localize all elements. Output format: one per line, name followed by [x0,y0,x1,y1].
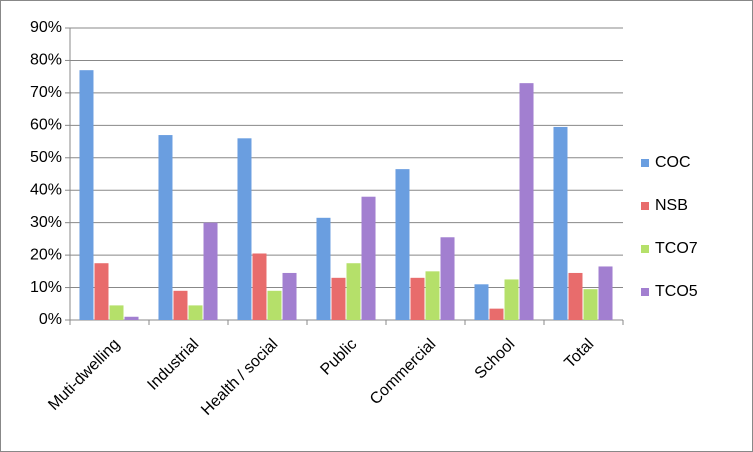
bar [79,70,94,320]
bar [237,138,252,320]
bar [553,126,568,320]
y-tick-label: 80% [30,52,62,69]
bar [331,277,346,320]
y-tick-label: 40% [30,181,62,198]
bar [474,284,489,320]
legend-swatch [641,288,649,296]
bar [410,277,425,320]
legend-swatch [641,202,649,210]
bar [203,222,218,320]
y-tick-label: 10% [30,279,62,296]
bar [361,196,376,320]
legend-swatch [641,159,649,167]
legend-label: NSB [655,197,688,214]
bar [489,308,504,320]
legend-swatch [641,245,649,253]
bar [519,83,534,321]
bar [440,237,455,320]
bar [598,266,613,320]
bar [346,263,361,320]
legend-label: TCO5 [655,283,698,300]
bar [583,289,598,320]
y-tick-label: 0% [39,311,62,328]
bar [504,279,519,320]
bar [282,272,297,320]
bar [124,316,139,320]
y-tick-label: 70% [30,84,62,101]
bar [94,263,109,320]
bar [188,305,203,320]
bar [267,290,282,320]
bar [568,272,583,320]
bar [158,135,173,320]
legend-label: COC [655,154,691,171]
y-tick-label: 20% [30,246,62,263]
y-tick-label: 60% [30,117,62,134]
bar [173,290,188,320]
legend-label: TCO7 [655,240,698,257]
bar [316,217,331,320]
y-tick-label: 90% [30,19,62,36]
bar [395,169,410,320]
bar [109,305,124,320]
y-tick-label: 50% [30,149,62,166]
bar [252,253,267,320]
bar [425,271,440,320]
y-tick-label: 30% [30,214,62,231]
